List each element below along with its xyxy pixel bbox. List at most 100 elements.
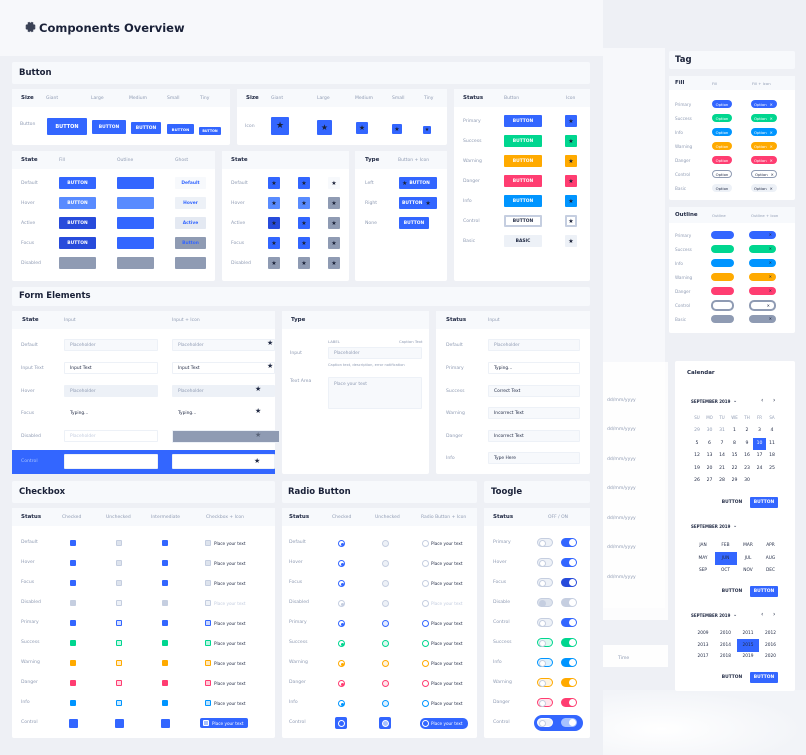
toggle-off[interactable]: [537, 578, 553, 587]
small-button[interactable]: BUTTON: [167, 124, 194, 134]
outline-default-button[interactable]: [117, 177, 154, 189]
calendar-day-prev[interactable]: 30: [706, 428, 713, 433]
radio-with-icon[interactable]: Place your text: [420, 578, 468, 589]
unchecked-radio[interactable]: [382, 640, 389, 647]
calendar-year-cell[interactable]: 2012: [765, 631, 776, 636]
chevron-left-icon[interactable]: ‹: [761, 397, 764, 404]
calendar-month-cell[interactable]: AUG: [765, 555, 776, 561]
calendar-year-cell[interactable]: 2011: [742, 631, 754, 636]
intermediate-checkbox[interactable]: [162, 660, 168, 666]
status-warning-input[interactable]: Incorrect Text: [488, 407, 580, 419]
radio-with-icon[interactable]: Place your text: [420, 618, 468, 629]
close-icon[interactable]: ✕: [768, 274, 772, 279]
calendar-year-cell[interactable]: 2019: [742, 654, 754, 659]
checkbox-with-icon[interactable]: Place your text: [202, 658, 248, 668]
checked-radio[interactable]: [338, 600, 345, 607]
unchecked-radio[interactable]: [382, 560, 389, 567]
calendar-day[interactable]: 16: [744, 453, 750, 458]
calendar-month-cell[interactable]: OCT: [720, 568, 730, 573]
chevron-down-icon[interactable]: ⌄: [733, 523, 738, 529]
unchecked-checkbox[interactable]: [116, 580, 122, 586]
intermediate-checkbox[interactable]: [162, 640, 168, 646]
close-icon[interactable]: ✕: [768, 232, 772, 237]
calendar-year-cell[interactable]: 2013: [697, 642, 709, 648]
calendar-month-cell[interactable]: MAR: [743, 543, 753, 548]
ghost-default-button[interactable]: Default: [175, 177, 206, 189]
tag-with-icon[interactable]: Option ✕: [751, 100, 777, 108]
calendar-day[interactable]: 8: [733, 440, 736, 446]
calendar-day[interactable]: 20: [706, 465, 713, 471]
chevron-right-icon[interactable]: ›: [773, 611, 776, 618]
checked-checkbox[interactable]: [70, 700, 76, 706]
status-info-input[interactable]: Type Here: [488, 452, 580, 464]
calendar-day[interactable]: 26: [694, 478, 700, 483]
checked-radio[interactable]: [338, 640, 345, 647]
tag[interactable]: Option: [712, 156, 732, 164]
checkbox-with-icon[interactable]: Place your text: [202, 598, 248, 608]
unchecked-checkbox[interactable]: [116, 640, 122, 646]
focus-input[interactable]: Typing...: [64, 407, 158, 419]
checkbox-with-icon[interactable]: Place your text: [202, 538, 248, 548]
close-icon[interactable]: ✕: [769, 101, 773, 107]
calendar-day-prev[interactable]: 29: [694, 428, 700, 433]
fill-hover-button[interactable]: BUTTON: [59, 197, 96, 209]
tag[interactable]: Option: [712, 170, 732, 178]
chevron-right-icon[interactable]: ›: [773, 397, 776, 404]
calendar-month[interactable]: SEPTEMBER 2019: [691, 613, 731, 618]
toggle-off[interactable]: [537, 558, 553, 567]
star-icon[interactable]: ★: [317, 120, 332, 135]
close-icon[interactable]: ✕: [768, 288, 772, 293]
checkbox-with-icon[interactable]: Place your text: [202, 558, 248, 568]
unchecked-radio[interactable]: [382, 580, 389, 587]
calendar-day[interactable]: 15: [731, 453, 738, 458]
unchecked-radio[interactable]: [382, 620, 389, 627]
radio-with-icon[interactable]: Place your text: [420, 558, 468, 569]
star-icon[interactable]: ★: [565, 135, 577, 147]
radio-with-icon[interactable]: Place your text: [420, 658, 468, 669]
text-icon-input[interactable]: Input Text: [172, 362, 275, 374]
toggle-on[interactable]: [561, 538, 577, 547]
focus-icon-input[interactable]: Typing...: [172, 407, 275, 419]
intermediate-checkbox[interactable]: [162, 680, 168, 686]
calendar-month-cell[interactable]: NOV: [743, 568, 753, 573]
outline-tag-with-icon[interactable]: ✕: [749, 299, 776, 311]
ghost-focus-button[interactable]: Button: [175, 237, 206, 249]
outline-hover-button[interactable]: [117, 197, 154, 209]
checked-radio[interactable]: [338, 620, 345, 627]
ghost-hover-button[interactable]: Hover: [175, 197, 206, 209]
intermediate-checkbox[interactable]: [162, 620, 168, 626]
outline-focus-button[interactable]: [117, 237, 154, 249]
close-icon[interactable]: ✕: [768, 246, 772, 251]
unchecked-checkbox[interactable]: [116, 680, 122, 686]
checkbox-with-icon[interactable]: Place your text: [202, 618, 248, 628]
tiny-button[interactable]: BUTTON: [199, 127, 221, 135]
unchecked-checkbox[interactable]: [116, 560, 122, 566]
star-icon[interactable]: ★: [268, 197, 280, 209]
calendar-day[interactable]: 21: [719, 465, 725, 471]
calendar-day[interactable]: 7: [720, 440, 724, 446]
checked-checkbox[interactable]: [70, 560, 76, 566]
star-icon[interactable]: ★: [298, 217, 310, 229]
calendar-day[interactable]: 14: [719, 453, 725, 458]
calendar-day[interactable]: 25: [769, 465, 775, 471]
star-icon[interactable]: ★: [268, 217, 280, 229]
icon-left-button[interactable]: ★ BUTTON: [399, 177, 437, 189]
star-icon[interactable]: ★: [565, 115, 577, 127]
unchecked-radio[interactable]: [382, 660, 389, 667]
tag[interactable]: Option: [712, 128, 732, 136]
giant-button[interactable]: BUTTON: [47, 118, 87, 135]
text-input[interactable]: Input Text: [64, 362, 158, 374]
unchecked-radio[interactable]: [382, 700, 389, 707]
calendar-button[interactable]: BUTTON: [719, 497, 745, 508]
star-icon[interactable]: ★: [328, 237, 340, 249]
intermediate-checkbox[interactable]: [162, 560, 168, 566]
chevron-left-icon[interactable]: ‹: [761, 611, 764, 618]
checked-checkbox[interactable]: [70, 660, 76, 666]
toggle-on[interactable]: [561, 638, 577, 647]
toggle-off[interactable]: [537, 618, 553, 627]
outline-active-button[interactable]: [117, 217, 154, 229]
intermediate-checkbox[interactable]: [162, 700, 168, 706]
outline-tag[interactable]: [711, 231, 734, 239]
medium-button[interactable]: BUTTON: [131, 122, 161, 134]
star-icon[interactable]: ★: [328, 197, 340, 209]
